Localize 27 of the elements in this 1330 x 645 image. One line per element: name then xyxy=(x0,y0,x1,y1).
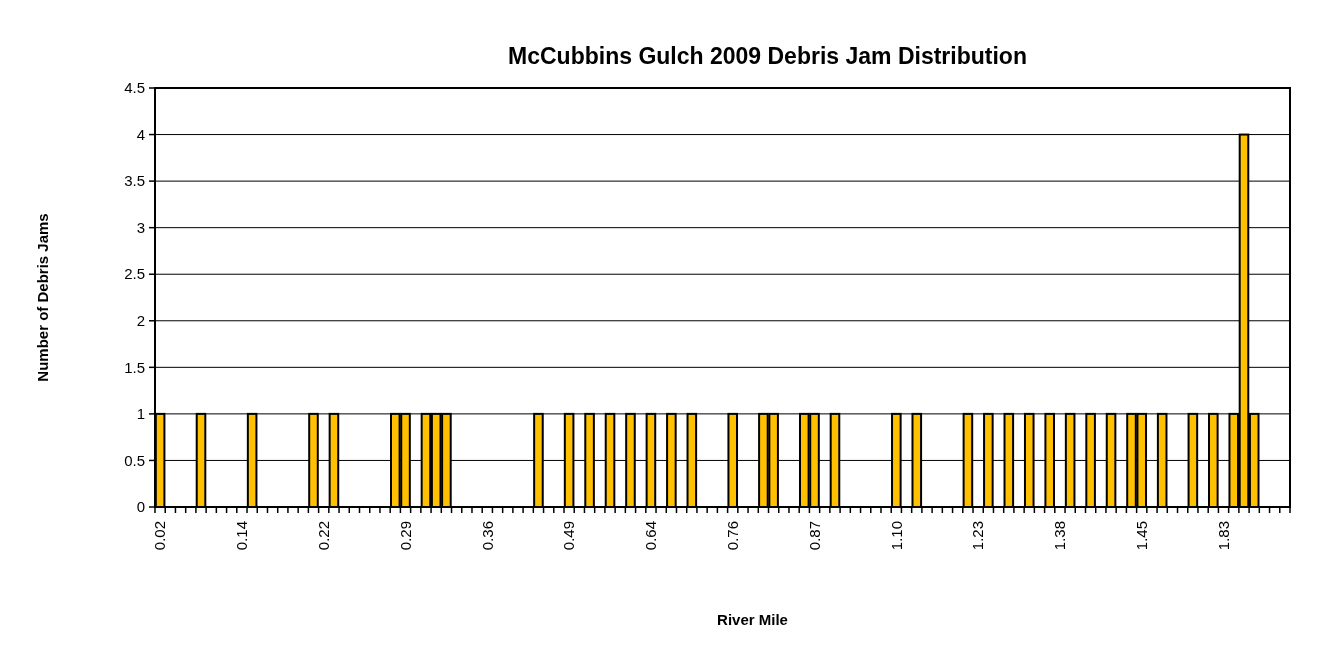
x-tick-label: 0.36 xyxy=(478,521,496,551)
x-tick-label: 1.45 xyxy=(1132,521,1150,551)
x-tick-label: 1.83 xyxy=(1214,521,1232,551)
y-tick-label: 1.5 xyxy=(124,358,145,376)
y-tick-label: 3 xyxy=(136,218,145,236)
x-axis-title: River Mile xyxy=(717,611,788,628)
x-tick-label: 0.02 xyxy=(151,521,169,551)
y-tick-label: 1 xyxy=(136,405,145,423)
y-tick-label: 0.5 xyxy=(124,451,145,469)
chart-title: McCubbins Gulch 2009 Debris Jam Distribution xyxy=(508,43,1027,69)
y-tick-label: 2 xyxy=(136,312,145,330)
x-tick-label: 0.14 xyxy=(233,521,251,551)
y-axis-title: Number of Debris Jams xyxy=(34,213,51,382)
x-tick-label: 0.49 xyxy=(560,521,578,551)
x-tick-label: 0.64 xyxy=(642,521,660,551)
x-tick-label: 1.38 xyxy=(1051,521,1069,551)
x-tick-label: 0.87 xyxy=(805,521,823,551)
y-tick-label: 3.5 xyxy=(124,172,145,190)
y-tick-label: 4.5 xyxy=(124,79,145,97)
x-tick-label: 1.23 xyxy=(969,521,987,551)
y-tick-label: 4 xyxy=(136,125,145,143)
y-tick-label: 0 xyxy=(136,498,145,516)
x-tick-label: 0.76 xyxy=(723,521,741,551)
x-tick-label: 0.29 xyxy=(396,521,414,551)
y-tick-label: 2.5 xyxy=(124,265,145,283)
x-tick-label: 1.10 xyxy=(887,521,905,551)
x-tick-label: 0.22 xyxy=(314,521,332,551)
